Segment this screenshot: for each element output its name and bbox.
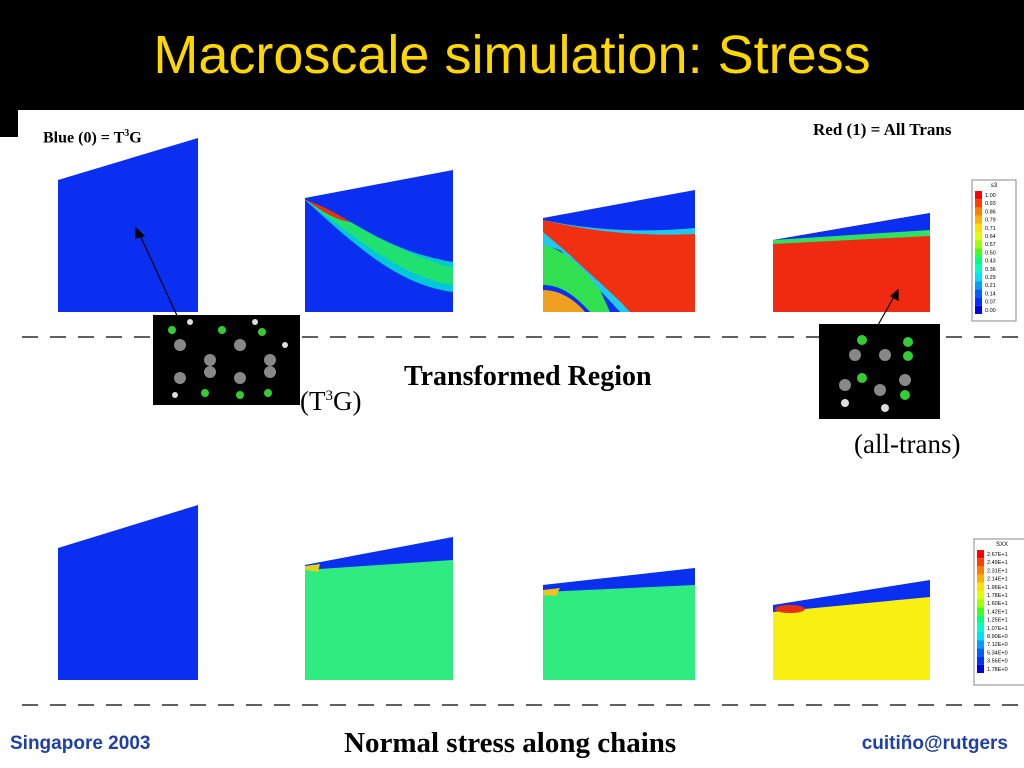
red-label: Red (1) = All Trans <box>813 120 952 139</box>
legend-swatch <box>975 297 982 306</box>
legend-label: 0.50 <box>985 250 996 256</box>
legend-swatch <box>975 248 982 257</box>
legend-swatch <box>977 566 984 575</box>
legend-swatch <box>977 582 984 591</box>
footer-left: Singapore 2003 <box>10 733 151 754</box>
title-band-edge <box>0 110 18 137</box>
legend-swatch <box>975 264 982 273</box>
text: G) <box>332 386 362 416</box>
sup: 3 <box>124 128 130 139</box>
legend-label: 0.71 <box>985 226 996 232</box>
legend-swatch <box>975 215 982 224</box>
legend-label: 1.96E+1 <box>987 585 1008 591</box>
legend-swatch <box>977 599 984 608</box>
legend-label: 2.67E+1 <box>987 552 1008 558</box>
legend-label: 0.36 <box>985 267 996 273</box>
legend-swatch <box>977 640 984 649</box>
legend-label: 1.00 <box>985 193 996 199</box>
legend-label: 2.49E+1 <box>987 560 1008 566</box>
legend-swatch <box>975 199 982 208</box>
legend-swatch <box>977 615 984 624</box>
legend-label: 1.78E+1 <box>987 593 1008 599</box>
legend-label: 1.42E+1 <box>987 609 1008 615</box>
legend-label: 0.43 <box>985 259 996 265</box>
legend-swatch <box>975 305 982 314</box>
legend-label: 0.79 <box>985 218 996 224</box>
legend-label: 0.29 <box>985 275 996 281</box>
alltrans-label: (all-trans) <box>854 429 961 459</box>
arrows <box>135 226 899 326</box>
text: (T <box>300 386 326 416</box>
legend-label: 1.07E+1 <box>987 626 1008 632</box>
legend-s3: s3 1.00 0.93 0.86 0.79 0.71 0.64 0.57 0.50 0.43 0.… <box>971 179 1017 322</box>
legend-swatch <box>977 550 984 559</box>
title-band <box>0 0 1024 110</box>
legend-swatch <box>977 632 984 641</box>
sim-panels-top <box>58 138 930 312</box>
legend-swatch <box>977 558 984 567</box>
legend-label: 3.56E+0 <box>987 659 1008 665</box>
legend-swatch <box>977 664 984 673</box>
legend-label: 8.90E+0 <box>987 634 1008 640</box>
legend-swatch <box>975 240 982 249</box>
footer-right: cuitiño@rutgers <box>861 733 1008 754</box>
legend-label: 0.21 <box>985 283 996 289</box>
blue-label: Blue (0) = T3G <box>43 128 142 147</box>
legend-label: 0.00 <box>985 308 996 314</box>
t3g-label: (T3G) <box>300 386 361 417</box>
legend-label: 7.12E+0 <box>987 642 1008 648</box>
text: Blue (0) = T <box>43 129 125 147</box>
legend-swatch <box>975 223 982 232</box>
footer-center: Normal stress along chains <box>344 727 677 759</box>
legend-sxx: SXX 2.67E+1 2.49E+1 2.31E+1 2.14E+1 1.96E+1 1.… <box>973 538 1024 686</box>
legend-label: 2.31E+1 <box>987 568 1008 574</box>
legend-label: 1.60E+1 <box>987 601 1008 607</box>
text: G <box>129 129 142 147</box>
legend-swatch <box>975 281 982 290</box>
legend-title: SXX <box>996 542 1008 548</box>
legend-swatch <box>975 191 982 200</box>
sim-panels-bottom <box>58 505 930 680</box>
legend-swatch <box>975 289 982 298</box>
transformed-label: Transformed Region <box>404 361 652 392</box>
legend-swatch <box>977 607 984 616</box>
molecule-alltrans <box>819 324 940 419</box>
legend-title: s3 <box>991 183 998 189</box>
legend-label: 0.57 <box>985 242 996 248</box>
legend-swatch <box>977 648 984 657</box>
legend-label: 1.78E+0 <box>987 667 1008 673</box>
legend-swatch <box>977 623 984 632</box>
legend-label: 0.07 <box>985 300 996 306</box>
legend-swatch <box>975 256 982 265</box>
legend-label: 0.86 <box>985 209 996 215</box>
legend-label: 0.14 <box>985 291 996 297</box>
slide-title: Macroscale simulation: Stress <box>153 25 871 85</box>
legend-label: 5.34E+0 <box>987 650 1008 656</box>
legend-swatch <box>975 207 982 216</box>
legend-swatch <box>977 591 984 600</box>
legend-label: 0.93 <box>985 201 996 207</box>
legend-swatch <box>975 232 982 241</box>
legend-swatch <box>977 656 984 665</box>
molecule-t3g <box>153 315 300 405</box>
sup: 3 <box>325 388 333 404</box>
legend-swatch <box>975 273 982 282</box>
legend-swatch <box>977 574 984 583</box>
legend-label: 0.64 <box>985 234 996 240</box>
legend-label: 2.14E+1 <box>987 577 1008 583</box>
legend-label: 1.25E+1 <box>987 618 1008 624</box>
